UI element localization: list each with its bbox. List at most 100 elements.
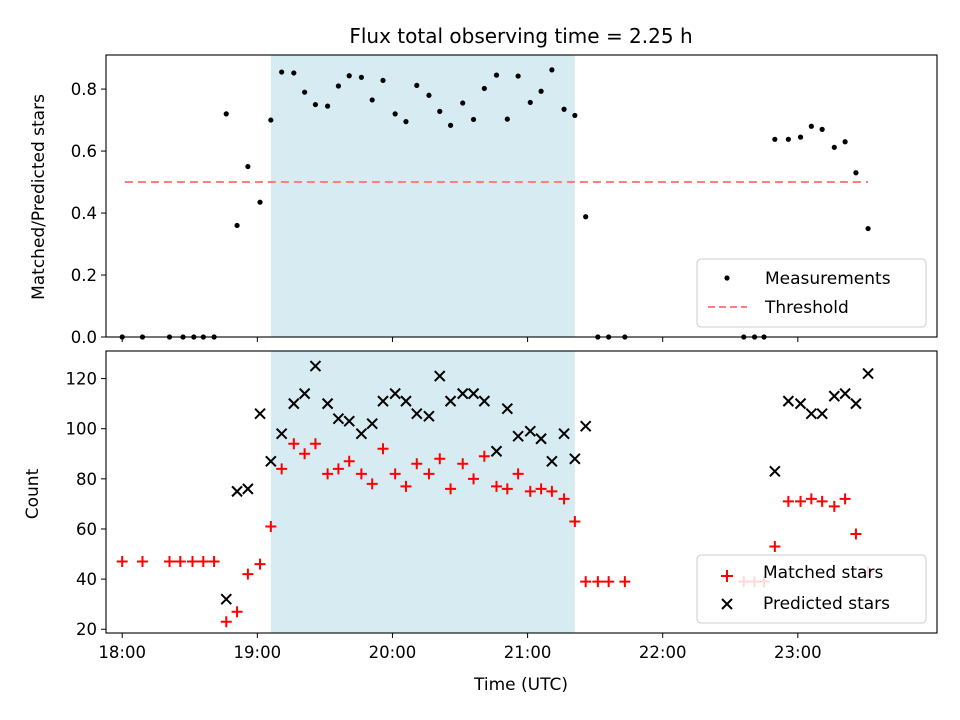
measurement-point — [561, 106, 567, 112]
predicted-star-point — [794, 397, 807, 410]
matched-star-point — [343, 455, 355, 467]
matched-star-point — [136, 556, 148, 568]
bottom-y-axis-label: Count — [23, 468, 43, 519]
legend-predicted-marker — [721, 598, 733, 610]
matched-star-point — [769, 541, 781, 553]
legend-threshold-label: Threshold — [764, 298, 849, 318]
matched-star-point — [299, 448, 311, 460]
matched-star-point — [468, 473, 480, 485]
legend-measurements-label: Measurements — [765, 269, 891, 289]
measurement-point — [772, 136, 778, 142]
measurement-point — [245, 163, 251, 170]
matched-star-point — [580, 576, 592, 588]
measurement-point — [481, 85, 487, 92]
predicted-star-point — [839, 387, 851, 400]
matched-star-point — [839, 493, 851, 505]
predicted-star-point — [558, 428, 570, 440]
top-legend: Measurements Threshold — [696, 258, 927, 328]
x-tick-label: 22:00 — [639, 643, 687, 662]
predicted-star-point — [569, 453, 581, 465]
matched-star-point — [512, 468, 524, 480]
measurement-point — [572, 112, 578, 119]
predicted-star-point — [782, 395, 795, 407]
predicted-star-point — [423, 410, 435, 422]
predicted-star-point — [265, 455, 277, 468]
matched-star-point — [377, 443, 389, 455]
bottom-legend: Matched stars Predicted stars — [696, 554, 927, 624]
top-y-tick-label: 0.8 — [71, 80, 97, 99]
legend-predicted-label: Predicted stars — [763, 594, 890, 614]
bottom-shaded-span — [270, 351, 575, 633]
legend-matched-label: Matched stars — [763, 563, 883, 583]
measurement-point — [831, 144, 837, 150]
predicted-star-point — [535, 433, 547, 445]
matched-star-point — [558, 493, 570, 505]
bottom-y-tick-label: 60 — [76, 520, 97, 539]
measurement-point — [268, 117, 274, 123]
predicted-star-point — [467, 387, 480, 400]
measurement-point — [538, 88, 544, 94]
legend-measurements-marker — [724, 275, 730, 281]
top-y-tick-label: 0.2 — [71, 266, 97, 285]
predicted-star-point — [434, 370, 446, 382]
x-tick-label: 19:00 — [234, 643, 282, 662]
x-axis-label: Time (UTC) — [473, 675, 568, 695]
predicted-star-point — [377, 395, 389, 407]
predicted-star-point — [254, 407, 266, 420]
predicted-star-point — [242, 483, 254, 495]
measurement-point — [865, 225, 871, 232]
matched-star-point — [366, 478, 378, 490]
matched-star-point — [174, 556, 186, 568]
predicted-star-point — [828, 390, 841, 402]
matched-star-point — [795, 495, 807, 507]
measurement-point — [414, 82, 420, 88]
predicted-star-point — [366, 417, 378, 430]
matched-star-point — [546, 485, 558, 497]
measurement-point — [346, 73, 352, 79]
measurement-point — [369, 97, 375, 103]
predicted-star-point — [490, 445, 503, 457]
measurement-point — [358, 74, 364, 80]
top-y-tick-label: 0.4 — [71, 204, 97, 223]
matched-star-point — [850, 528, 862, 540]
bottom-y-tick-label: 40 — [76, 570, 97, 589]
top-y-tick-label: 0.0 — [71, 328, 97, 347]
predicted-star-point — [850, 397, 862, 410]
predicted-star-point — [400, 395, 412, 407]
matched-star-point — [535, 483, 547, 495]
top-legend-box — [696, 258, 927, 328]
matched-star-point — [322, 468, 334, 480]
predicted-star-point — [275, 428, 288, 440]
matched-star-point — [116, 556, 128, 568]
measurement-point — [279, 69, 285, 75]
measurement-point — [515, 73, 521, 79]
matched-star-point — [242, 568, 254, 580]
bottom-y-tick-label: 100 — [66, 420, 98, 439]
measurement-point — [302, 89, 308, 95]
matched-star-point — [569, 515, 581, 527]
predicted-star-point — [816, 407, 828, 420]
predicted-star-point — [389, 387, 401, 400]
predicted-star-point — [220, 593, 232, 605]
bottom-y-tick-label: 120 — [66, 370, 98, 389]
matched-star-point — [400, 480, 412, 492]
legend-matched-marker — [721, 570, 733, 582]
matched-star-point — [332, 463, 344, 475]
measurement-point — [549, 67, 555, 73]
matched-star-point — [265, 520, 277, 532]
matched-star-point — [501, 483, 513, 495]
measurement-point — [470, 116, 477, 123]
x-tick-label: 21:00 — [504, 643, 552, 662]
matched-star-point — [411, 458, 423, 470]
measurement-point — [257, 199, 263, 205]
measurement-point — [291, 70, 297, 76]
measurement-point — [447, 122, 454, 128]
measurement-point — [460, 100, 466, 106]
matched-star-point — [288, 438, 300, 450]
measurement-point — [853, 170, 859, 176]
measurement-point — [380, 77, 386, 84]
top-shaded-span — [270, 55, 575, 337]
matched-star-point — [478, 450, 490, 462]
predicted-star-point — [524, 425, 536, 437]
bottom-legend-box — [696, 554, 927, 624]
